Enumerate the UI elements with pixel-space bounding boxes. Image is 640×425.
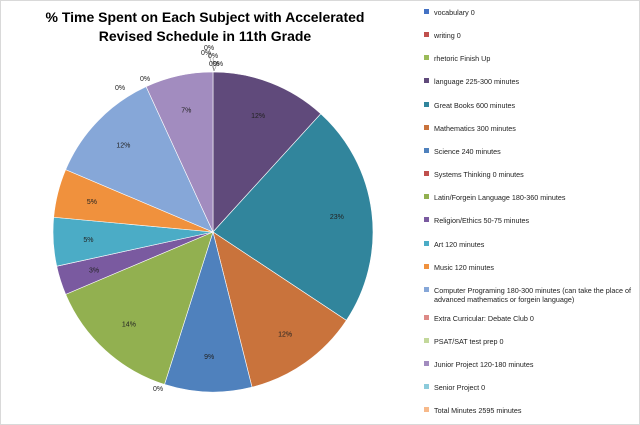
legend-label: Science 240 minutes [434, 147, 501, 156]
legend-label: Extra Curricular: Debate Club 0 [434, 314, 534, 323]
legend-item: Junior Project 120-180 minutes [422, 360, 634, 369]
chart-title-line-2: Revised Schedule in 11th Grade [98, 28, 312, 44]
legend-label: PSAT/SAT test prep 0 [434, 337, 504, 346]
pie-slice [212, 71, 322, 233]
legend-swatch [424, 287, 429, 292]
pie-slices [52, 71, 374, 393]
legend-swatch [424, 78, 429, 83]
legend-item: PSAT/SAT test prep 0 [422, 337, 634, 346]
legend-swatch [424, 407, 429, 412]
legend-swatch [424, 148, 429, 153]
legend-label: writing 0 [434, 31, 461, 40]
pie-slice [145, 71, 214, 233]
slice-data-label: 23% [330, 214, 344, 221]
legend-swatch [424, 361, 429, 366]
pie-slice [212, 113, 374, 321]
legend-swatch [424, 9, 429, 14]
slice-data-label: 12% [278, 331, 292, 338]
legend-label: Music 120 minutes [434, 263, 494, 272]
slice-data-label: 12% [251, 113, 265, 120]
legend-label: Latin/Forgein Language 180-360 minutes [434, 193, 566, 202]
legend-item: Great Books 600 minutes [422, 101, 634, 110]
slice-data-label: 0% [209, 61, 219, 68]
legend-item: Senior Project 0 [422, 383, 634, 392]
legend-label: Religion/Ethics 50-75 minutes [434, 216, 530, 225]
legend-label: Computer Programing 180-300 minutes (can… [434, 286, 631, 304]
legend-item: Art 120 minutes [422, 240, 634, 249]
pie-slice [65, 86, 214, 233]
legend-swatch [424, 194, 429, 199]
legend-swatch [424, 171, 429, 176]
legend-swatch [424, 264, 429, 269]
slice-data-label: 0% [140, 76, 150, 83]
legend-item: Mathematics 300 minutes [422, 124, 634, 133]
legend-item: Systems Thinking 0 minutes [422, 170, 634, 179]
legend-item: Science 240 minutes [422, 147, 634, 156]
legend-item: Music 120 minutes [422, 263, 634, 272]
legend-label: Art 120 minutes [434, 240, 485, 249]
legend-swatch [424, 125, 429, 130]
leader-line [213, 63, 218, 72]
slice-data-label: 12% [116, 143, 130, 150]
legend-swatch [424, 384, 429, 389]
legend-label: rhetoric Finish Up [434, 54, 491, 63]
slice-data-label: 0% [201, 50, 211, 57]
legend-item: language 225-300 minutes [422, 77, 634, 86]
slice-data-label: 5% [83, 237, 93, 244]
legend-item: Total Minutes 2595 minutes [422, 406, 634, 415]
legend-swatch [424, 338, 429, 343]
legend-swatch [424, 102, 429, 107]
legend-swatch [424, 32, 429, 37]
pie-slice [65, 231, 214, 385]
legend-swatch [424, 55, 429, 60]
legend-item: rhetoric Finish Up [422, 54, 634, 63]
legend-label: Great Books 600 minutes [434, 101, 516, 110]
legend-item: Computer Programing 180-300 minutes (can… [422, 286, 634, 304]
slice-data-label: 0% [115, 85, 125, 92]
legend-label: Junior Project 120-180 minutes [434, 360, 534, 369]
legend-item: Latin/Forgein Language 180-360 minutes [422, 193, 634, 202]
leader-line [207, 51, 215, 72]
legend-item: writing 0 [422, 31, 634, 40]
slice-data-label: 0% [208, 53, 218, 60]
legend-label: Senior Project 0 [434, 383, 486, 392]
legend-swatch [424, 315, 429, 320]
slice-data-label: 9% [204, 354, 214, 361]
slice-data-label: 7% [181, 108, 191, 115]
slice-data-label: 5% [87, 199, 97, 206]
legend-swatch [424, 217, 429, 222]
slice-data-label: 14% [122, 322, 136, 329]
legend-label: Systems Thinking 0 minutes [434, 170, 524, 179]
pie-data-labels: 0%0%0%12%23%12%9%0%14%3%5%5%12%0%0%7%0%0… [83, 45, 343, 393]
slice-data-label: 0% [204, 45, 214, 52]
chart-title-line-1: % Time Spent on Each Subject with Accele… [45, 9, 365, 25]
leader-line [212, 57, 215, 72]
pie-slice [164, 230, 253, 393]
legend-swatch [424, 241, 429, 246]
legend-label: Total Minutes 2595 minutes [434, 406, 522, 415]
slice-data-label: 3% [89, 267, 99, 274]
legend-item: Religion/Ethics 50-75 minutes [422, 216, 634, 225]
slice-data-label: 0% [213, 61, 223, 68]
legend-item: vocabulary 0 [422, 8, 634, 17]
pie-slice [212, 231, 347, 388]
slice-data-label: 0% [153, 386, 163, 393]
legend-label: Mathematics 300 minutes [434, 124, 516, 133]
legend-label: language 225-300 minutes [434, 77, 520, 86]
legend-label: vocabulary 0 [434, 8, 475, 17]
chart-title: % Time Spent on Each Subject with Accele… [20, 8, 390, 46]
legend-item: Extra Curricular: Debate Club 0 [422, 314, 634, 323]
